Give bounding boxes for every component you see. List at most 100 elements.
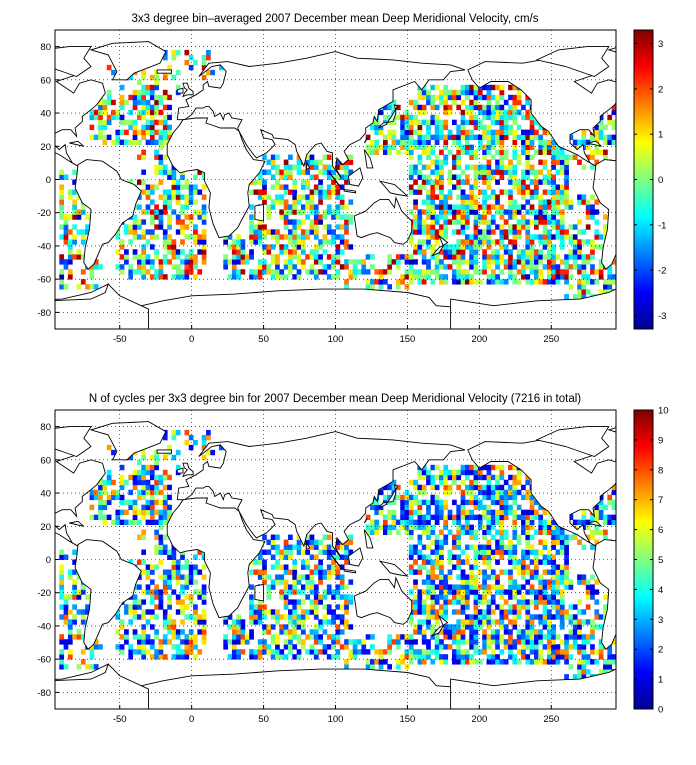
bin-cell xyxy=(439,504,444,511)
bin-cell xyxy=(339,564,345,570)
bin-cell xyxy=(119,129,125,136)
bin-cell xyxy=(331,559,336,565)
bin-cell xyxy=(499,554,505,560)
bin-cell xyxy=(175,599,181,605)
bin-cell xyxy=(171,434,177,441)
bin-cell xyxy=(279,624,285,630)
bin-cell xyxy=(546,559,552,565)
bin-cell xyxy=(490,519,496,526)
bin-cell xyxy=(257,234,263,240)
bin-cell xyxy=(262,639,267,645)
bin-cell xyxy=(149,464,155,471)
bin-cell xyxy=(443,539,449,545)
bin-cell xyxy=(421,609,427,615)
bin-cell xyxy=(542,544,548,550)
bin-cell xyxy=(603,289,608,295)
bin-cell xyxy=(452,244,457,250)
bin-cell xyxy=(408,519,414,526)
bin-cell xyxy=(521,509,526,516)
bin-cell xyxy=(460,114,466,121)
bin-cell xyxy=(534,599,539,605)
bin-cell xyxy=(210,69,216,76)
bin-cell xyxy=(426,649,431,655)
bin-cell xyxy=(106,64,112,71)
bin-cell xyxy=(305,614,311,620)
bin-cell xyxy=(525,654,531,660)
bin-cell xyxy=(292,584,298,590)
bin-cell xyxy=(546,624,552,630)
bin-cell xyxy=(421,139,427,146)
bin-cell xyxy=(499,649,505,655)
bin-cell xyxy=(184,654,190,660)
bin-cell xyxy=(508,559,513,565)
bin-cell xyxy=(516,249,522,255)
bin-cell xyxy=(313,624,319,630)
bin-cell xyxy=(63,609,69,615)
bin-cell xyxy=(89,649,95,655)
bin-cell xyxy=(469,509,474,516)
bin-cell xyxy=(477,89,483,96)
bin-cell xyxy=(184,194,190,200)
bin-cell xyxy=(512,529,518,535)
bin-cell xyxy=(525,134,531,141)
bin-cell xyxy=(288,239,293,245)
bin-cell xyxy=(124,229,129,235)
bin-cell xyxy=(98,134,103,141)
bin-cell xyxy=(266,574,272,580)
bin-cell xyxy=(477,104,483,111)
bin-cell xyxy=(162,609,168,615)
bin-cell xyxy=(167,584,172,590)
bin-cell xyxy=(413,584,418,590)
bin-cell xyxy=(167,239,172,245)
bin-cell xyxy=(201,249,207,255)
bin-cell xyxy=(158,214,164,220)
bin-cell xyxy=(413,544,418,550)
bin-cell xyxy=(594,524,600,530)
bin-cell xyxy=(559,624,565,630)
bin-cell xyxy=(559,649,565,655)
bin-cell xyxy=(136,219,142,225)
bin-cell xyxy=(559,594,565,600)
bin-cell xyxy=(171,564,177,570)
bin-cell xyxy=(417,619,423,625)
bin-cell xyxy=(477,219,483,225)
bin-cell xyxy=(154,119,159,126)
bin-cell xyxy=(546,204,552,210)
bin-cell xyxy=(447,634,453,640)
bin-cell xyxy=(128,454,134,461)
bin-cell xyxy=(577,239,582,245)
bin-cell xyxy=(348,214,354,220)
bin-cell xyxy=(577,294,582,300)
bin-cell xyxy=(149,469,155,476)
bin-cell xyxy=(426,94,431,101)
bin-cell xyxy=(439,594,444,600)
bin-cell xyxy=(611,504,616,511)
bin-cell xyxy=(417,539,423,545)
bin-cell xyxy=(546,234,552,240)
bin-cell xyxy=(296,599,302,605)
bin-cell xyxy=(283,174,289,180)
landmass xyxy=(55,426,92,458)
bin-cell xyxy=(529,239,535,245)
bin-cell xyxy=(253,269,259,275)
bin-cell xyxy=(352,269,358,275)
bin-cell xyxy=(430,144,436,150)
bin-cell xyxy=(154,69,159,76)
bin-cell xyxy=(413,569,418,575)
landmass xyxy=(156,69,172,74)
bin-cell xyxy=(486,554,492,560)
bin-cell xyxy=(477,204,483,210)
bin-cell xyxy=(400,509,405,516)
bin-cell xyxy=(486,274,492,280)
bin-cell xyxy=(262,614,267,620)
bin-cell xyxy=(598,504,604,511)
bin-cell xyxy=(124,639,129,645)
bin-cell xyxy=(456,249,462,255)
bin-cell xyxy=(275,549,280,555)
bin-cell xyxy=(486,549,492,555)
bin-cell xyxy=(257,644,263,650)
bin-cell xyxy=(508,199,513,205)
bin-cell xyxy=(421,554,427,560)
bin-cell xyxy=(292,634,298,640)
bin-cell xyxy=(516,629,522,635)
